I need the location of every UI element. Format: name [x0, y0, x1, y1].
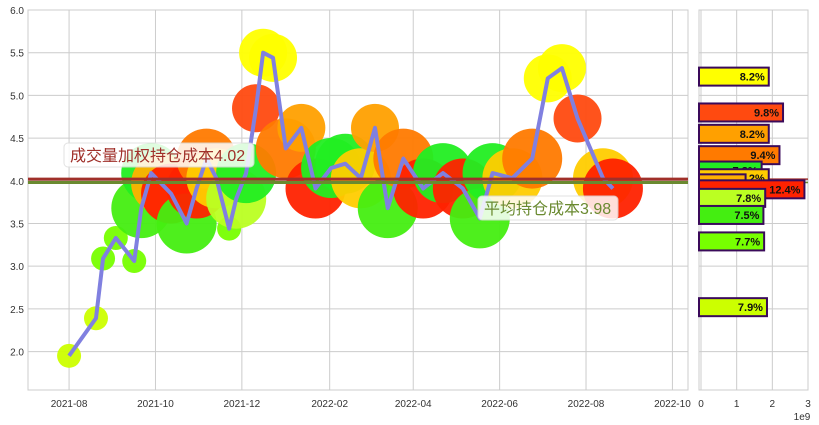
volume-bar: [698, 231, 766, 252]
cost-label-box: [63, 142, 255, 168]
volume-bar: [698, 204, 765, 225]
volume-bar-label: 9.8%: [754, 107, 779, 119]
y-tick-label: 3.5: [10, 219, 24, 230]
y-tick-label: 4.0: [10, 177, 24, 188]
x-tick-label: 2022-02: [311, 399, 348, 410]
x-tick-label: 2022-08: [568, 399, 605, 410]
volume-bar-label: 7.9%: [738, 302, 763, 314]
cost-label-box: [477, 195, 619, 221]
volume-bar-label: 7.7%: [735, 236, 760, 248]
x-tick-label: 2022-10: [654, 399, 691, 410]
side-x-tick-label: 0: [698, 399, 704, 410]
volume-bar: [698, 102, 785, 123]
y-tick-label: 4.5: [10, 134, 24, 145]
x-tick-label: 2022-04: [395, 399, 432, 410]
price-plot: 2.0 2.5 3.0 3.5 4.0 4.5 5.0 5.5 6.0 2021-08 2021-1…: [10, 6, 691, 410]
x-tick-label: 2022-06: [481, 399, 518, 410]
y-tick-label: 5.0: [10, 91, 24, 102]
side-x-tick-label: 3: [805, 399, 811, 410]
cost-label: 平均持仓成本3.98: [484, 200, 611, 218]
cost-label: 成交量加权持仓成本4.02: [70, 147, 245, 165]
volume-bar: [698, 297, 768, 318]
y-tick-label: 2.0: [10, 348, 24, 359]
y-tick-label: 5.5: [10, 49, 24, 60]
volume-bar-label: 8.2%: [740, 72, 765, 84]
y-tick-label: 3.0: [10, 262, 24, 273]
volume-profile-plot: 01231e98.2%9.8%8.2%9.4%7.3%8.2%5.6%12.4%…: [698, 9, 811, 423]
x-multiplier-label: 1e9: [794, 412, 811, 423]
volume-bar-label: 7.8%: [736, 193, 761, 205]
x-tick-label: 2021-12: [224, 399, 261, 410]
volume-bar: [698, 123, 770, 144]
volume-bar-label: 9.4%: [750, 150, 775, 162]
y-tick-label: 2.5: [10, 305, 24, 316]
volume-bar-label: 7.5%: [734, 210, 759, 222]
y-tick-label: 6.0: [10, 6, 24, 17]
x-tick-label: 2021-08: [51, 399, 88, 410]
volume-bar-label: 12.4%: [769, 184, 800, 196]
x-tick-label: 2021-10: [137, 399, 174, 410]
volume-bar: [698, 66, 770, 87]
volume-bar-label: 8.2%: [740, 129, 765, 141]
side-x-tick-label: 1: [734, 399, 740, 410]
side-x-tick-label: 2: [770, 399, 776, 410]
